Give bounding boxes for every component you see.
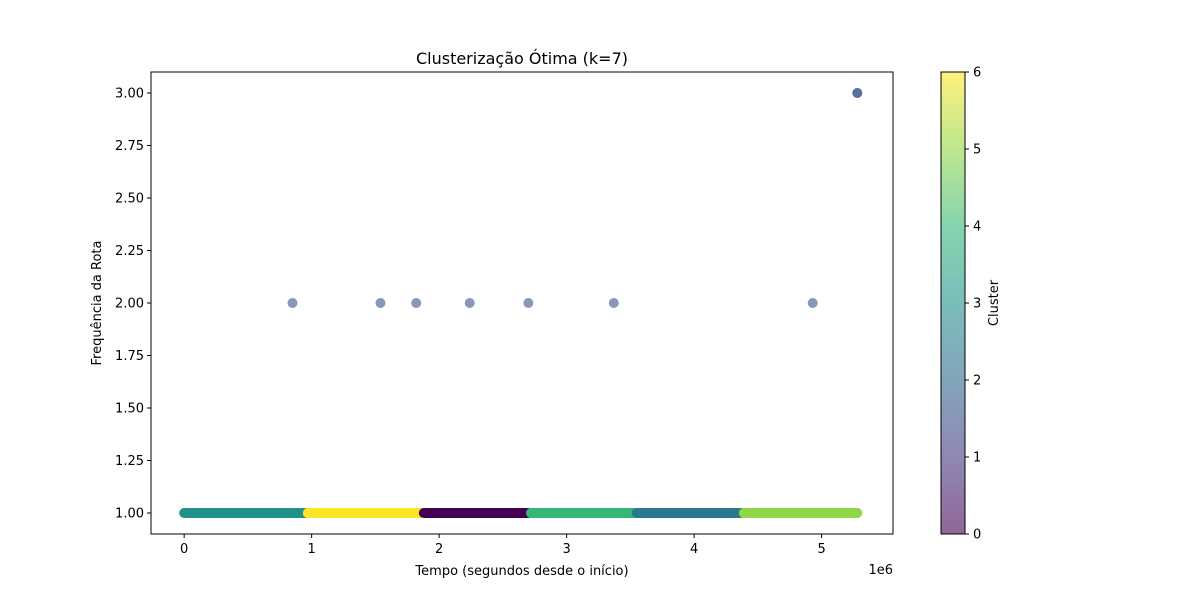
x-tick-label: 4 (690, 542, 698, 557)
colorbar-tick-label: 2 (973, 374, 981, 389)
x-tick-label: 1 (307, 542, 315, 557)
colorbar-ticks: 0 1 2 3 4 5 6 (965, 66, 981, 543)
cluster-1-point-0 (287, 298, 298, 308)
colorbar-tick-label: 1 (973, 451, 981, 466)
x-tick-label: 3 (562, 542, 570, 557)
y-tick-label: 2.75 (115, 139, 144, 154)
x-offset-label: 1e6 (868, 563, 893, 578)
y-tick-label: 1.25 (115, 454, 144, 469)
chart-title: Clusterização Ótima (k=7) (416, 49, 628, 68)
y-tick-label: 2.50 (115, 192, 144, 207)
x-axis-label: Tempo (segundos desde o início) (414, 564, 628, 579)
x-tick-label: 5 (817, 542, 825, 557)
cluster-1-point-8 (852, 88, 863, 98)
x-tick-label: 0 (180, 542, 188, 557)
y-tick-label: 1.50 (115, 402, 144, 417)
cluster-1-point-4 (523, 298, 534, 308)
y-tick-label: 2.25 (115, 244, 144, 259)
y-tick-label: 1.75 (115, 349, 144, 364)
colorbar-label: Cluster (987, 279, 1002, 326)
x-tick-label: 2 (435, 542, 443, 557)
cluster-1-point-6 (807, 298, 818, 308)
colorbar-tick-label: 0 (973, 528, 981, 543)
y-axis-ticks: 1.00 1.25 1.50 1.75 2.00 2.25 2.50 2.75 3.00 (115, 87, 151, 522)
colorbar-tick-label: 3 (973, 297, 981, 312)
cluster-1-point-3 (464, 298, 475, 308)
y-axis-label: Frequência da Rota (90, 241, 105, 366)
cluster-1-point-2 (411, 298, 422, 308)
colorbar-tick-label: 5 (973, 143, 981, 158)
cluster-1-point-1 (375, 298, 386, 308)
y-tick-label: 2.00 (115, 297, 144, 312)
y-tick-label: 1.00 (115, 507, 144, 522)
data-points-layer (179, 88, 863, 518)
y-tick-label: 3.00 (115, 87, 144, 102)
colorbar (940, 71, 966, 535)
colorbar-tick-label: 6 (973, 66, 981, 81)
plot-frame (150, 71, 894, 535)
x-axis-ticks: 0 1 2 3 4 5 (180, 534, 826, 557)
cluster-1-point-5 (608, 298, 619, 308)
colorbar-tick-label: 4 (973, 220, 981, 235)
